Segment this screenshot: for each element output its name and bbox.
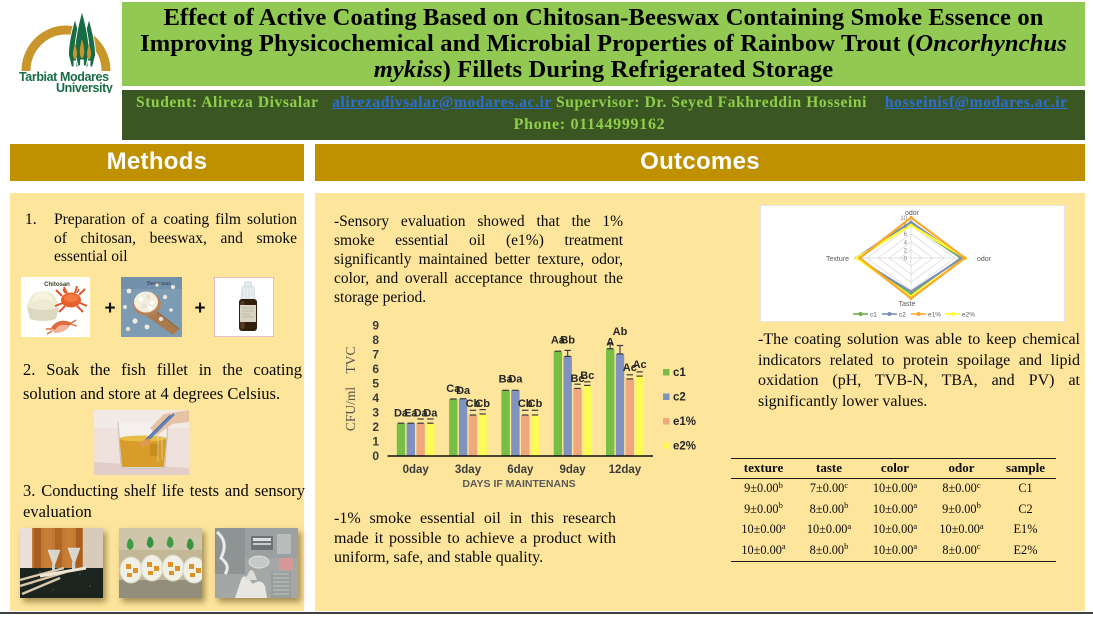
svg-text:University: University xyxy=(56,81,113,93)
svg-text:6: 6 xyxy=(904,232,908,238)
svg-text:c2: c2 xyxy=(673,392,686,404)
svg-text:Da: Da xyxy=(508,374,523,386)
svg-text:0: 0 xyxy=(372,449,379,463)
svg-text:Ac: Ac xyxy=(623,362,637,374)
svg-text:Da: Da xyxy=(423,408,438,420)
svg-text:Ea: Ea xyxy=(404,408,418,420)
svg-text:Bees wax: Bees wax xyxy=(147,281,171,287)
svg-text:Texture: Texture xyxy=(826,256,849,263)
svg-text:e1%: e1% xyxy=(673,416,696,428)
svg-text:12day: 12day xyxy=(609,464,642,476)
svg-text:Bc: Bc xyxy=(580,370,594,382)
svg-text:1: 1 xyxy=(372,435,379,449)
svg-text:9day: 9day xyxy=(559,464,586,476)
svg-text:Da: Da xyxy=(414,408,429,420)
svg-text:Ac: Ac xyxy=(633,359,647,371)
svg-text:9: 9 xyxy=(372,319,379,333)
svg-text:2: 2 xyxy=(372,420,379,434)
svg-text:Da: Da xyxy=(456,385,471,397)
svg-text:4: 4 xyxy=(904,240,908,246)
svg-text:Cb: Cb xyxy=(475,398,490,410)
svg-text:8: 8 xyxy=(904,224,908,230)
svg-text:8: 8 xyxy=(372,333,379,347)
svg-text:c2: c2 xyxy=(899,312,906,319)
svg-text:odor: odor xyxy=(905,210,920,217)
svg-text:Cb: Cb xyxy=(466,398,481,410)
svg-text:Ca: Ca xyxy=(446,383,461,395)
svg-text:0: 0 xyxy=(904,257,908,263)
svg-text:e1%: e1% xyxy=(928,312,941,319)
svg-text:Cb: Cb xyxy=(518,398,533,410)
svg-text:10: 10 xyxy=(900,216,907,222)
svg-text:Aa: Aa xyxy=(551,334,566,346)
svg-text:A: A xyxy=(606,337,614,349)
svg-text:4: 4 xyxy=(372,391,379,405)
svg-text:Cb: Cb xyxy=(528,398,543,410)
svg-text:Ab: Ab xyxy=(613,326,628,338)
svg-text:2: 2 xyxy=(904,248,908,254)
svg-text:5: 5 xyxy=(372,377,379,391)
svg-text:Ba: Ba xyxy=(499,374,514,386)
svg-text:3day: 3day xyxy=(455,464,482,476)
svg-text:TVC: TVC xyxy=(343,347,358,374)
svg-text:DAYS IF MAINTENANS: DAYS IF MAINTENANS xyxy=(462,478,575,490)
svg-text:6day: 6day xyxy=(507,464,534,476)
svg-text:e2%: e2% xyxy=(962,312,975,319)
svg-text:CFU/ml: CFU/ml xyxy=(343,387,358,432)
svg-text:6: 6 xyxy=(372,362,379,376)
svg-text:Bc: Bc xyxy=(570,373,584,385)
svg-text:Tarbiat Modares: Tarbiat Modares xyxy=(19,70,109,84)
svg-text:Da: Da xyxy=(394,408,409,420)
svg-text:Bb: Bb xyxy=(560,334,575,346)
svg-text:3: 3 xyxy=(372,406,379,420)
svg-text:Taste: Taste xyxy=(899,301,916,308)
svg-text:Chitosan: Chitosan xyxy=(44,282,70,288)
svg-text:0day: 0day xyxy=(403,464,430,476)
svg-text:e2%: e2% xyxy=(673,441,696,453)
svg-text:c1: c1 xyxy=(870,312,877,319)
svg-text:c1: c1 xyxy=(673,367,686,379)
svg-text:7: 7 xyxy=(372,348,379,362)
svg-text:odor: odor xyxy=(977,256,992,263)
